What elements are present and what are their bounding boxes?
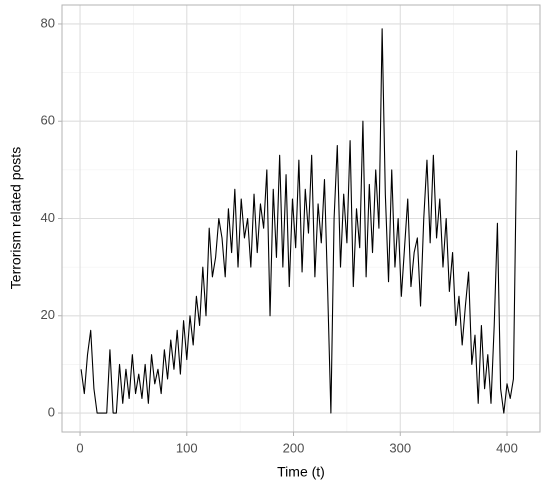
y-tick-label: 20	[41, 307, 55, 322]
x-tick-label: 400	[496, 440, 518, 455]
x-tick-label: 100	[176, 440, 198, 455]
plot	[80, 28, 518, 414]
x-tick-label: 200	[283, 440, 305, 455]
x-axis-title: Time (t)	[277, 464, 325, 480]
x-tick-label: 300	[389, 440, 411, 455]
y-tick-label: 60	[41, 113, 55, 128]
y-tick-label: 0	[48, 404, 55, 419]
x-tick-label: 0	[76, 440, 83, 455]
y-axis-title: Terrorism related posts	[8, 147, 24, 289]
y-tick-label: 40	[41, 210, 55, 225]
data-line	[80, 28, 518, 414]
grid	[62, 5, 540, 432]
y-tick-label: 80	[41, 15, 55, 30]
